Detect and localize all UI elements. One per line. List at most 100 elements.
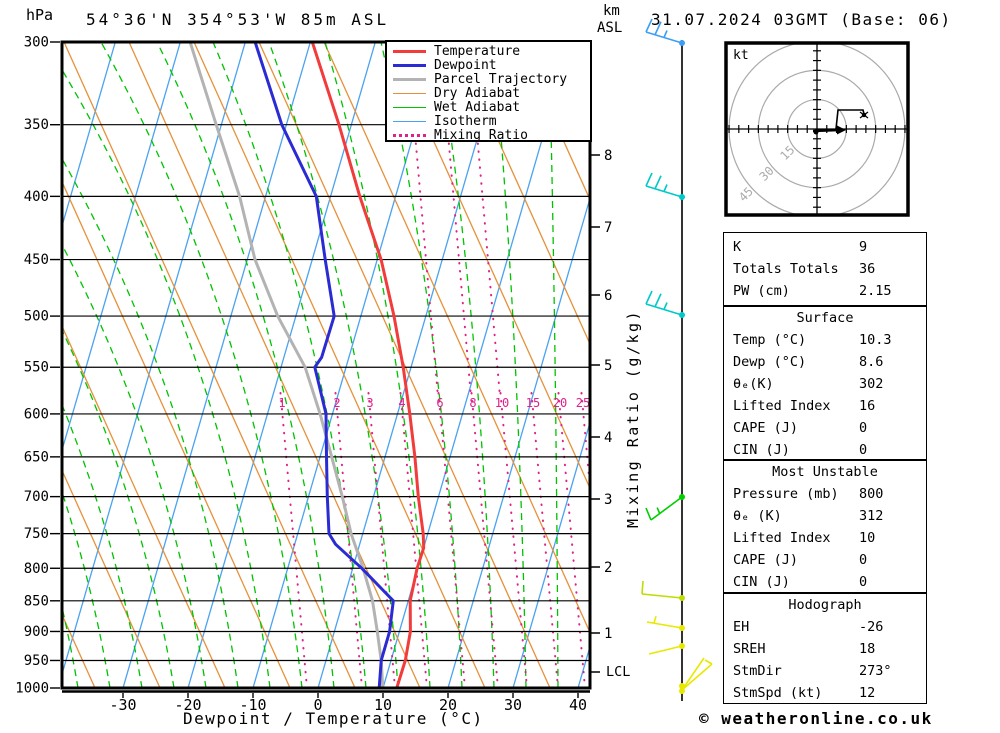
stat-value: 0 (859, 442, 868, 458)
stat-row-lifted-index: Lifted Index 16 (724, 395, 926, 417)
stat-row-pw-cm-: PW (cm) 2.15 (724, 280, 926, 302)
wind-barb-column (641, 18, 713, 701)
km-label: km (603, 3, 620, 19)
stat-label: θₑ(K) (733, 376, 774, 392)
stat-value: 9 (859, 239, 868, 255)
stat-value: 0 (859, 552, 868, 568)
stat-label: Lifted Index (733, 530, 831, 546)
legend-item-wet-adiabat: Wet Adiabat (387, 100, 590, 115)
legend-swatch (393, 120, 426, 122)
stat-value: 10.3 (859, 332, 892, 348)
stat-value: 302 (859, 376, 884, 392)
svg-text:3: 3 (604, 492, 612, 508)
stat-row--k-: θₑ(K) 302 (724, 373, 926, 395)
stat-value: 10 (859, 530, 876, 546)
lcl-marker-label: LCL (606, 664, 631, 680)
stat-label: SREH (733, 641, 766, 657)
stat-label: StmDir (733, 663, 782, 679)
pressure-axis-unit: hPa (26, 6, 54, 24)
stat-row-stmdir: StmDir 273° (724, 660, 926, 682)
stat-row-sreh: SREH 18 (724, 638, 926, 660)
stat-row-cape-j-: CAPE (J) 0 (724, 549, 926, 571)
page-title: 54°36'N 354°53'W 85m ASL (86, 10, 390, 29)
asl-label: ASL (597, 20, 623, 36)
x-axis-label: Dewpoint / Temperature (°C) (183, 709, 484, 728)
svg-text:850: 850 (24, 593, 49, 609)
svg-text:3: 3 (366, 396, 373, 410)
stat-value: 8.6 (859, 354, 884, 370)
stat-label: CIN (J) (733, 574, 790, 590)
svg-text:4: 4 (604, 430, 612, 446)
svg-text:-30: -30 (109, 696, 136, 714)
svg-text:950: 950 (24, 653, 49, 669)
stats-section-most-unstable: Most Unstable Pressure (mb) 800 θₑ (K) 312 Li… (723, 460, 927, 593)
svg-text:600: 600 (24, 406, 49, 422)
svg-text:45: 45 (736, 184, 756, 204)
wind-barb (641, 580, 685, 601)
svg-text:8: 8 (469, 396, 476, 410)
stat-row-cin-j-: CIN (J) 0 (724, 439, 926, 461)
stats-section-surface: Surface Temp (°C) 10.3 Dewp (°C) 8.6 θₑ(K) 302… (723, 306, 927, 460)
isotherm-lines (62, 42, 590, 688)
svg-text:6: 6 (436, 396, 443, 410)
svg-text:350: 350 (24, 117, 49, 133)
svg-text:25: 25 (576, 396, 590, 410)
legend-item-dry-adiabat: Dry Adiabat (387, 86, 590, 101)
legend-item-dewpoint: Dewpoint (387, 58, 590, 73)
stats-section-title: Surface (796, 310, 854, 326)
stat-value: 0 (859, 420, 868, 436)
svg-text:800: 800 (24, 561, 49, 577)
legend-swatch (393, 133, 426, 137)
stat-row-temp-c-: Temp (°C) 10.3 (724, 329, 926, 351)
svg-text:6: 6 (604, 288, 612, 304)
pressure-axis-labels: 300 350 400 450 500 550 600 650 700 750 800 850 900 9… (15, 35, 60, 697)
stat-label: Dewp (°C) (733, 354, 807, 370)
stat-label: CAPE (J) (733, 552, 799, 568)
stat-label: CAPE (J) (733, 420, 799, 436)
datetime-title: 31.07.2024 03GMT (Base: 06) (651, 10, 952, 29)
wind-barb (648, 643, 685, 655)
svg-text:750: 750 (24, 526, 49, 542)
svg-text:20: 20 (553, 396, 567, 410)
svg-text:1: 1 (278, 396, 285, 410)
stat-value: 18 (859, 641, 876, 657)
stat-label: Totals Totals (733, 261, 839, 277)
mixing-ratio-value-labels: 1 2 3 4 6 8 10 15 20 25 (278, 396, 590, 410)
legend-swatch (393, 106, 426, 108)
legend-item-label: Temperature (434, 43, 521, 59)
svg-text:1000: 1000 (15, 681, 49, 697)
stat-row-totals-totals: Totals Totals 36 (724, 258, 926, 280)
legend-swatch (393, 49, 426, 53)
hodograph-trace (835, 109, 865, 130)
stat-label: Pressure (mb) (733, 486, 839, 502)
stat-value: 12 (859, 685, 876, 701)
legend-item-label: Mixing Ratio (434, 127, 528, 143)
svg-text:5: 5 (604, 358, 612, 374)
svg-text:500: 500 (24, 309, 49, 325)
svg-text:450: 450 (24, 252, 49, 268)
stat-value: 16 (859, 398, 876, 414)
stat-label: Lifted Index (733, 398, 831, 414)
legend-swatch (393, 63, 426, 67)
svg-text:15: 15 (777, 143, 797, 163)
wind-barb (679, 657, 713, 694)
mixing-ratio-lines (279, 42, 590, 688)
legend-swatch (393, 92, 426, 94)
svg-text:0: 0 (313, 696, 322, 714)
svg-text:700: 700 (24, 489, 49, 505)
mixing-ratio-axis-label: Mixing Ratio (g/kg) (624, 308, 642, 528)
svg-text:900: 900 (24, 624, 49, 640)
curve-temperature (310, 42, 426, 688)
svg-text:7: 7 (604, 220, 612, 236)
legend-item-label: Parcel Trajectory (434, 71, 568, 87)
legend-item-parcel-trajectory: Parcel Trajectory (387, 71, 590, 87)
stat-value: 2.15 (859, 283, 892, 299)
svg-text:2: 2 (333, 396, 340, 410)
curve-parcel-trajectory (188, 42, 385, 688)
stat-row-eh: EH -26 (724, 616, 926, 638)
legend-item-label: Isotherm (434, 113, 497, 129)
stats-section-title: Hodograph (788, 597, 862, 613)
